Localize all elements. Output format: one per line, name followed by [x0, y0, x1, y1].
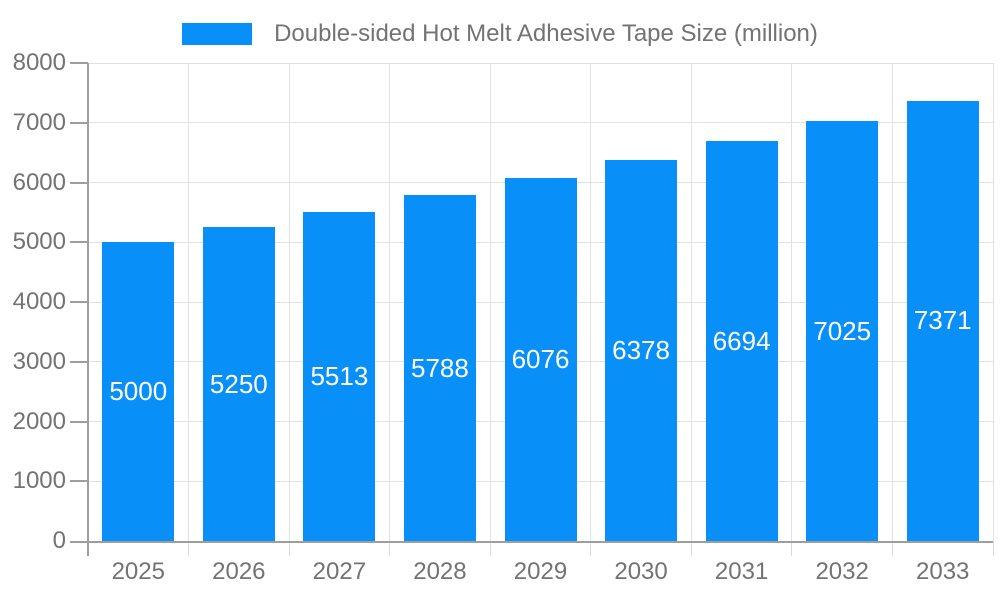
y-axis-line	[87, 63, 89, 556]
v-gridline	[891, 63, 893, 541]
h-gridline	[88, 62, 993, 64]
v-gridline	[690, 63, 692, 541]
y-tick-label: 8000	[12, 49, 66, 76]
bar[interactable]: 6076	[504, 177, 577, 541]
bar-value-label: 5000	[109, 376, 168, 407]
v-gridline	[992, 63, 994, 541]
v-gridline	[590, 63, 592, 541]
bar[interactable]: 5513	[303, 211, 376, 541]
bar-value-label: 6378	[612, 334, 670, 365]
bar-value-label: 7371	[913, 305, 972, 336]
legend-swatch	[182, 23, 253, 45]
y-axis-tick	[70, 181, 88, 184]
v-gridline	[489, 63, 491, 541]
x-tick-label: 2033	[916, 558, 970, 585]
y-tick-label: 1000	[12, 467, 66, 495]
y-tick-label: 3000	[12, 347, 66, 375]
y-tick-label: 2000	[12, 407, 66, 435]
bar-value-label: 7025	[813, 315, 872, 346]
x-axis-tick	[389, 541, 391, 556]
y-axis-tick	[70, 480, 88, 483]
bar-value-label: 6694	[712, 325, 771, 356]
x-axis-tick	[791, 541, 793, 556]
y-tick-label: 4000	[12, 288, 66, 315]
x-axis-tick	[188, 541, 190, 556]
y-tick-label: 7000	[12, 108, 66, 136]
x-axis-tick	[891, 541, 893, 556]
y-tick-label: 6000	[12, 168, 66, 196]
v-gridline	[288, 63, 290, 541]
x-axis-tick	[992, 541, 994, 556]
v-gridline	[389, 63, 391, 541]
bar-value-label: 5788	[411, 352, 469, 383]
bar-value-label: 5250	[209, 368, 268, 399]
bar[interactable]: 6378	[605, 159, 678, 541]
x-axis-tick	[489, 541, 491, 556]
x-tick-label: 2030	[614, 558, 668, 585]
legend[interactable]: Double-sided Hot Melt Adhesive Tape Size…	[0, 20, 1000, 48]
y-tick-label: 0	[52, 527, 66, 554]
bar[interactable]: 5250	[202, 227, 275, 541]
x-tick-label: 2031	[714, 558, 769, 585]
bar-value-label: 6076	[511, 343, 570, 374]
y-axis-tick	[70, 121, 88, 124]
bar[interactable]: 5788	[403, 195, 476, 541]
legend-label: Double-sided Hot Melt Adhesive Tape Size…	[274, 20, 818, 47]
x-axis-line	[70, 541, 993, 543]
h-gridline	[88, 122, 993, 124]
y-axis-tick	[70, 62, 88, 64]
x-tick-label: 2032	[815, 558, 869, 585]
x-tick-label: 2029	[513, 558, 568, 585]
x-axis-tick	[690, 541, 692, 556]
bar[interactable]: 6694	[705, 141, 778, 541]
y-axis-tick	[70, 241, 88, 244]
y-tick-label: 5000	[12, 228, 66, 256]
bar-value-label: 5513	[310, 360, 369, 391]
bar[interactable]: 7025	[806, 121, 879, 541]
y-axis-tick	[70, 420, 88, 423]
y-axis-tick	[70, 360, 88, 363]
bar[interactable]: 7371	[906, 100, 979, 541]
x-tick-label: 2027	[312, 558, 367, 585]
x-axis-tick	[288, 541, 290, 556]
v-gridline	[791, 63, 793, 541]
x-tick-label: 2025	[111, 558, 165, 585]
x-tick-label: 2026	[212, 558, 266, 585]
x-tick-label: 2028	[413, 558, 467, 585]
bar[interactable]: 5000	[102, 242, 175, 541]
v-gridline	[188, 63, 190, 541]
y-axis-tick	[70, 301, 88, 303]
x-axis-tick	[590, 541, 592, 556]
